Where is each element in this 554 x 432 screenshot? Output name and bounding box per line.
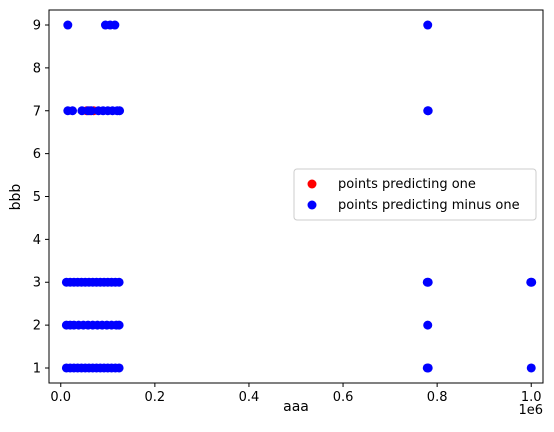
y-tick-label: 2 [33, 319, 41, 334]
data-point [110, 20, 120, 30]
x-tick-label: 0.4 [239, 390, 260, 405]
data-point [63, 20, 73, 30]
y-tick-label: 6 [33, 147, 41, 162]
x-tick-label: 0.2 [145, 390, 166, 405]
ticks-layer: 0.0 0.2 0.4 0.6 0.8 1.0 1 2 3 4 5 6 7 8 9 [33, 19, 542, 405]
x-tick-label: 0.0 [50, 390, 71, 405]
legend-marker-points-predicting-minus-one [307, 200, 317, 210]
legend-marker-points-predicting-one [307, 179, 317, 189]
y-tick-label: 9 [33, 19, 41, 34]
y-tick-label: 3 [33, 276, 41, 291]
data-point [114, 320, 124, 330]
data-point [423, 363, 433, 373]
y-tick-label: 7 [33, 104, 41, 119]
x-offset-text: 1e6 [518, 403, 543, 418]
points-layer [61, 20, 537, 373]
data-point [114, 277, 124, 287]
x-tick-label: 1.0 [521, 390, 542, 405]
data-point [114, 363, 124, 373]
data-point [423, 20, 433, 30]
data-point [423, 320, 433, 330]
y-tick-label: 8 [33, 61, 41, 76]
data-point [423, 277, 433, 287]
y-tick-label: 4 [33, 233, 41, 248]
legend-box [293, 168, 537, 221]
data-point [526, 363, 536, 373]
legend-label-points-predicting-one: points predicting one [338, 177, 476, 192]
data-point [86, 106, 96, 116]
y-axis-label: bbb [8, 184, 24, 211]
data-point [115, 106, 125, 116]
x-axis-label: aaa [283, 399, 309, 415]
legend-label-points-predicting-minus-one: points predicting minus one [338, 198, 520, 213]
data-point [68, 106, 78, 116]
x-tick-label: 0.8 [427, 390, 448, 405]
y-tick-label: 5 [33, 190, 41, 205]
data-point [423, 106, 433, 116]
x-tick-label: 0.6 [333, 390, 354, 405]
series-points-predicting-minus-one [61, 20, 537, 373]
data-point [527, 277, 537, 287]
y-tick-label: 1 [33, 361, 41, 376]
legend: points predicting one points predicting … [293, 168, 537, 221]
